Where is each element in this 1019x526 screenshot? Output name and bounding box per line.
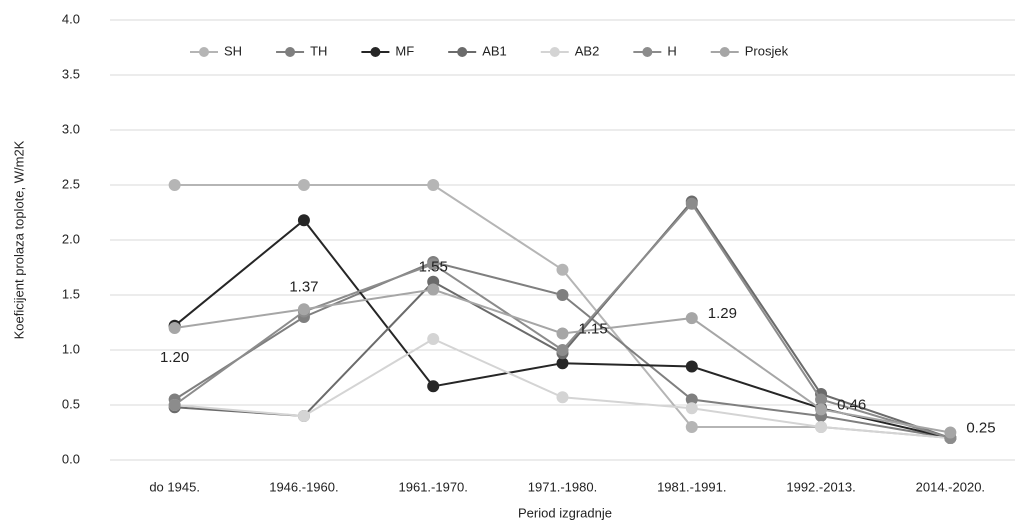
y-tick-label: 1.5: [62, 286, 80, 301]
y-tick-label: 4.0: [62, 11, 80, 26]
legend-marker: [285, 47, 296, 57]
legend-label: Prosjek: [745, 43, 789, 58]
data-point: [556, 357, 569, 370]
data-point: [427, 380, 440, 393]
legend-marker: [457, 47, 468, 57]
legend-marker: [549, 47, 560, 57]
x-tick-label: 2014.-2020.: [916, 479, 985, 494]
data-point: [815, 421, 828, 433]
data-label: 1.29: [708, 305, 737, 322]
x-tick-label: 1981.-1991.: [657, 479, 726, 494]
data-point: [168, 322, 181, 334]
legend-marker: [370, 47, 381, 57]
data-point: [297, 179, 310, 191]
legend-label: SH: [224, 43, 242, 58]
y-tick-label: 1.0: [62, 341, 80, 356]
data-label: 0.25: [966, 419, 995, 436]
data-label: 0.46: [837, 396, 866, 413]
legend-marker: [642, 47, 653, 57]
data-point: [427, 333, 440, 345]
legend-label: AB1: [482, 43, 507, 58]
data-point: [556, 391, 569, 404]
data-point: [556, 289, 569, 301]
data-label: 1.20: [160, 349, 189, 366]
x-tick-label: 1971.-1980.: [528, 479, 597, 494]
data-point: [297, 303, 310, 316]
data-point: [427, 258, 440, 271]
data-point: [685, 393, 698, 406]
data-point: [685, 402, 698, 415]
legend-label: H: [667, 43, 676, 58]
legend-label: MF: [395, 43, 414, 58]
y-axis-label: Koeficijent prolaza toplote, W/m2K: [11, 140, 26, 339]
legend-marker: [719, 47, 730, 57]
data-point: [556, 263, 569, 276]
data-point: [427, 179, 440, 191]
data-point: [297, 214, 310, 227]
data-point: [944, 426, 957, 439]
data-point: [815, 403, 828, 416]
data-point: [556, 327, 569, 340]
data-point: [685, 312, 698, 325]
data-point: [685, 197, 698, 210]
data-point: [815, 393, 828, 406]
data-point: [685, 360, 698, 373]
data-label: 1.37: [289, 278, 318, 295]
y-tick-label: 2.5: [62, 176, 80, 191]
data-point: [556, 344, 569, 356]
y-tick-label: 3.0: [62, 121, 80, 136]
legend-label: TH: [310, 43, 327, 58]
data-point: [168, 399, 181, 411]
data-label: 1.55: [419, 258, 448, 275]
data-label: 1.15: [579, 320, 608, 337]
data-point: [297, 410, 310, 422]
legend-marker: [199, 47, 209, 57]
y-tick-label: 3.5: [62, 66, 80, 81]
x-axis-label: Period izgradnje: [518, 505, 612, 520]
y-tick-label: 0.0: [62, 451, 80, 466]
data-point: [427, 283, 440, 296]
data-point: [685, 421, 698, 433]
x-tick-label: 1992.-2013.: [786, 479, 855, 494]
y-tick-label: 0.5: [62, 396, 80, 411]
x-tick-label: do 1945.: [149, 479, 200, 494]
legend-label: AB2: [575, 43, 600, 58]
data-point: [168, 179, 181, 191]
x-tick-label: 1961.-1970.: [399, 479, 468, 494]
x-tick-label: 1946.-1960.: [269, 479, 338, 494]
y-tick-label: 2.0: [62, 231, 80, 246]
